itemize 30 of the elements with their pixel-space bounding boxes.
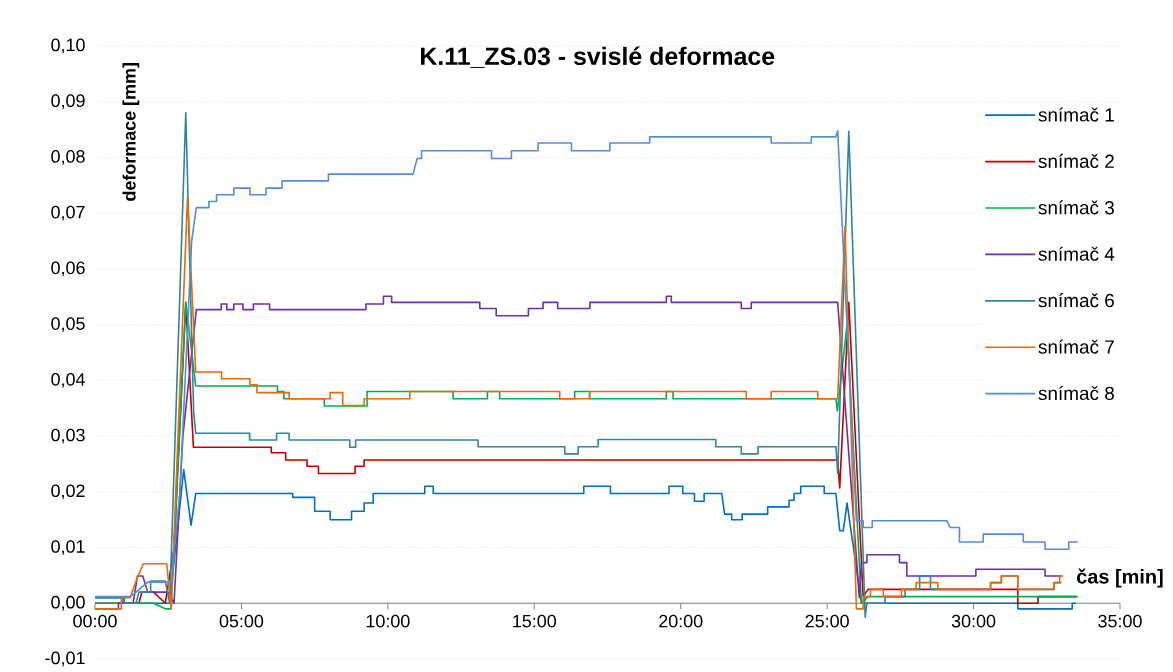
x-tick-label: 05:00	[219, 614, 264, 628]
x-tick-label: 15:00	[513, 614, 557, 628]
y-axis-title: deformace [mm]	[122, 63, 140, 201]
legend-label: snímač 3	[1038, 200, 1114, 215]
y-tick-label: 0,07	[51, 205, 85, 221]
x-tick-label: 35:00	[1098, 614, 1142, 628]
legend-label: snímač 2	[1038, 153, 1114, 168]
y-tick-label: 0,00	[51, 595, 85, 611]
y-tick-label: 0,03	[51, 428, 85, 444]
x-tick-label: 10:00	[366, 614, 410, 628]
y-tick-label: -0,01	[45, 651, 85, 667]
y-tick-label: 0,05	[51, 317, 85, 333]
y-tick-label: 0,06	[51, 261, 85, 277]
x-tick-label: 30:00	[951, 614, 996, 628]
legend-label: snímač 1	[1038, 107, 1114, 122]
y-tick-label: 0,01	[51, 540, 85, 555]
y-tick-label: 0,08	[51, 150, 85, 165]
chart-title: K.11_ZS.03 - svislé deformace	[421, 46, 775, 68]
legend-label: snímač 8	[1038, 385, 1114, 401]
y-tick-label: 0,04	[51, 372, 85, 388]
x-tick-label: 20:00	[659, 614, 703, 628]
x-tick-label: 25:00	[805, 614, 849, 628]
x-axis-title: čas [min]	[1077, 568, 1163, 588]
y-tick-label: 0,10	[51, 38, 85, 54]
legend-label: snímač 6	[1038, 293, 1114, 308]
legend-label: snímač 4	[1038, 246, 1115, 261]
x-tick-label: 00:00	[73, 614, 117, 628]
y-tick-label: 0,02	[51, 484, 85, 500]
y-tick-label: 0,09	[51, 94, 85, 110]
legend-label: snímač 7	[1038, 339, 1114, 354]
